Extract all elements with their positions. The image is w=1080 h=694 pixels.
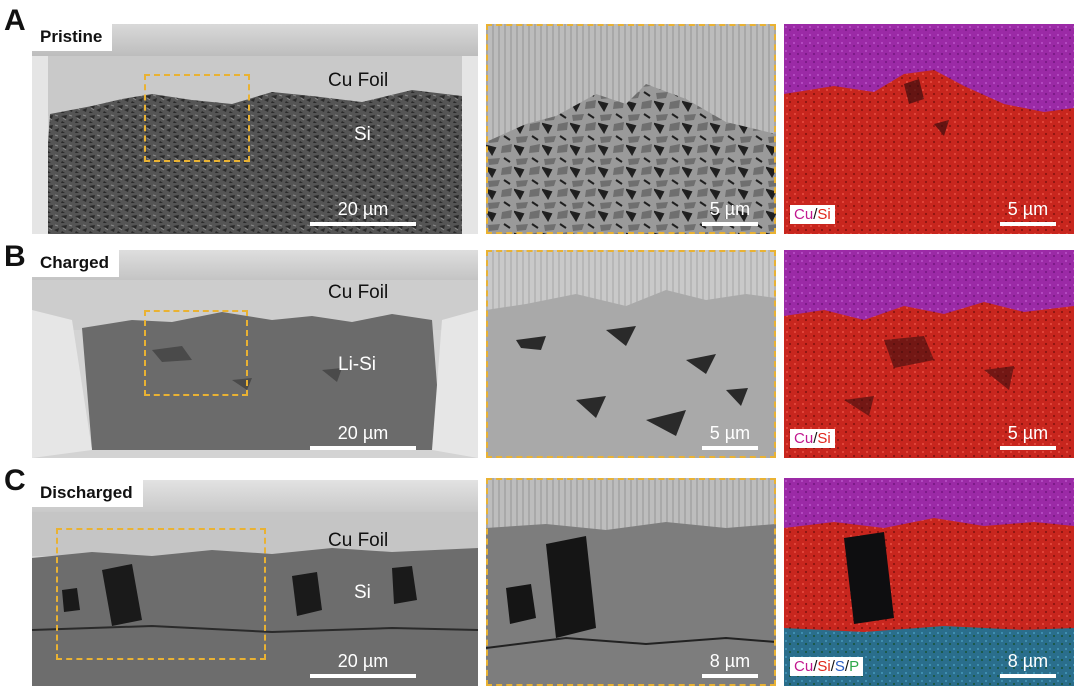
scale-bar: 5 µm (702, 424, 758, 450)
scale-bar: 20 µm (310, 200, 416, 226)
sem-overview-pristine: Pristine Cu Foil Si 20 µm (32, 24, 478, 234)
condition-label: Pristine (32, 24, 113, 51)
element-legend: Cu/Si (790, 429, 835, 448)
scale-bar: 8 µm (702, 652, 758, 678)
row-c-letter: C (4, 464, 26, 497)
cu-foil-label: Cu Foil (328, 282, 389, 303)
scale-bar: 20 µm (310, 652, 416, 678)
condition-label: Discharged (32, 480, 143, 507)
scale-bar: 20 µm (310, 424, 416, 450)
eds-map-discharged: Cu/Si/S/P 8 µm (784, 478, 1074, 686)
scale-bar: 5 µm (702, 200, 758, 226)
scale-bar: 8 µm (1000, 652, 1056, 678)
scale-bar: 5 µm (1000, 200, 1056, 226)
cu-foil-label: Cu Foil (328, 530, 389, 551)
eds-map-pristine: Cu/Si 5 µm (784, 24, 1074, 234)
sem-overview-charged: Charged Cu Foil Li-Si 20 µm (32, 250, 478, 458)
sem-zoom-charged: 5 µm (486, 250, 776, 458)
condition-label: Charged (32, 250, 119, 277)
layer-label: Si (354, 582, 371, 603)
row-b-letter: B (4, 240, 26, 273)
element-legend: Cu/Si (790, 205, 835, 224)
zoom-region-box (144, 310, 248, 396)
layer-label: Si (354, 124, 371, 145)
element-legend: Cu/Si/S/P (790, 657, 864, 676)
scale-bar: 5 µm (1000, 424, 1056, 450)
zoom-region-box (144, 74, 250, 162)
row-a-letter: A (4, 4, 26, 37)
eds-map-charged: Cu/Si 5 µm (784, 250, 1074, 458)
zoom-region-box (56, 528, 266, 660)
sem-zoom-discharged: 8 µm (486, 478, 776, 686)
layer-label: Li-Si (338, 354, 377, 375)
sem-overview-discharged: Discharged Cu Foil Si 20 µm (32, 480, 478, 686)
sem-zoom-pristine: 5 µm (486, 24, 776, 234)
cu-foil-label: Cu Foil (328, 70, 389, 91)
